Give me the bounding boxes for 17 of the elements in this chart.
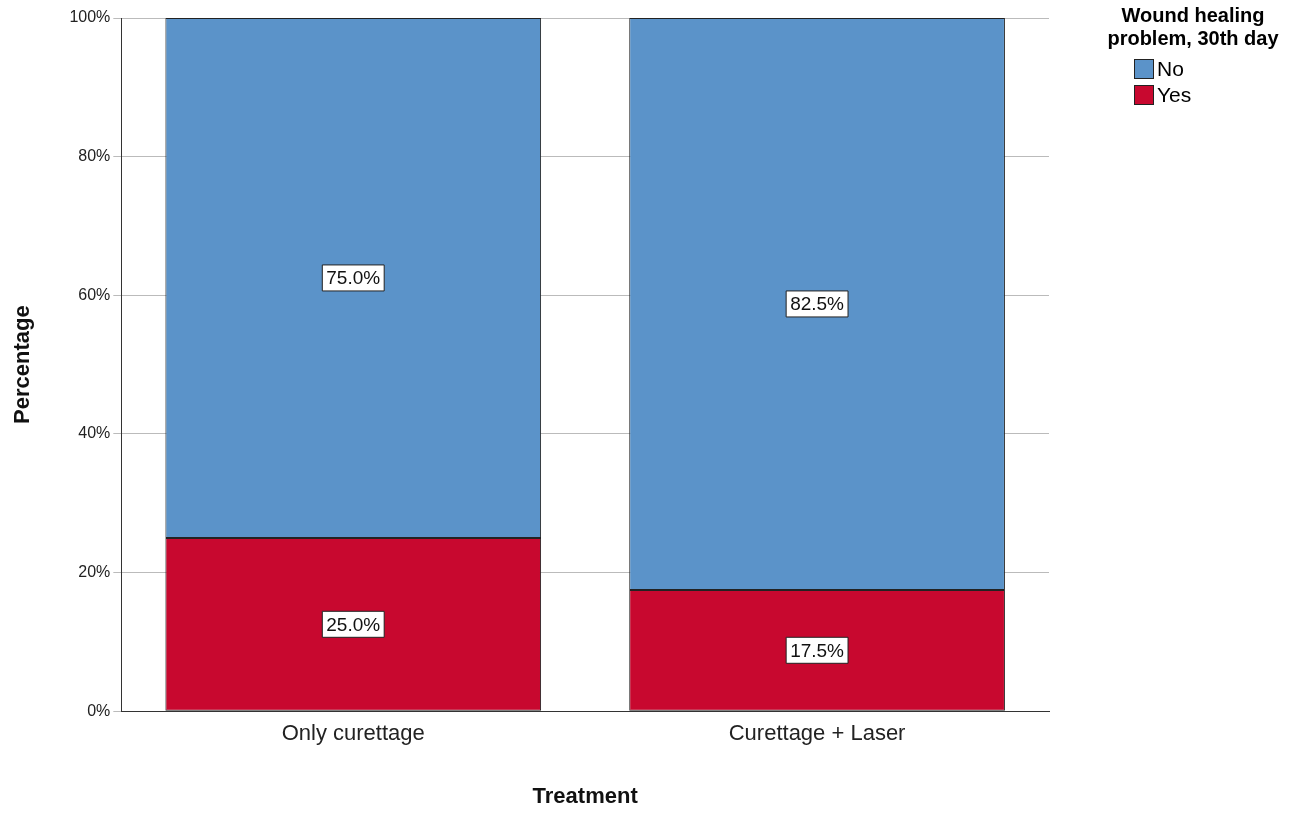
y-tick-label: 20% [78, 562, 111, 580]
data-label: 82.5% [790, 293, 845, 315]
y-axis-title: Percentage [9, 305, 35, 424]
data-label: 17.5% [790, 639, 845, 661]
x-tick-label: Curettage + Laser [728, 720, 906, 746]
x-axis-title: Treatment [532, 782, 639, 808]
y-tick-label: 40% [78, 424, 111, 442]
y-tick-label: 80% [78, 147, 111, 165]
y-tick-label: 100% [69, 8, 111, 26]
y-tick-label: 0% [87, 701, 111, 719]
y-tick-label: 60% [78, 285, 111, 303]
text: No [1157, 57, 1184, 81]
data-label: 25.0% [326, 613, 381, 635]
legend-title: Wound healing problem, 30th day [1106, 4, 1280, 50]
legend-label: Yes [1157, 83, 1192, 107]
data-label: 75.0% [326, 267, 381, 289]
x-tick-label: Only curettage [281, 720, 425, 746]
